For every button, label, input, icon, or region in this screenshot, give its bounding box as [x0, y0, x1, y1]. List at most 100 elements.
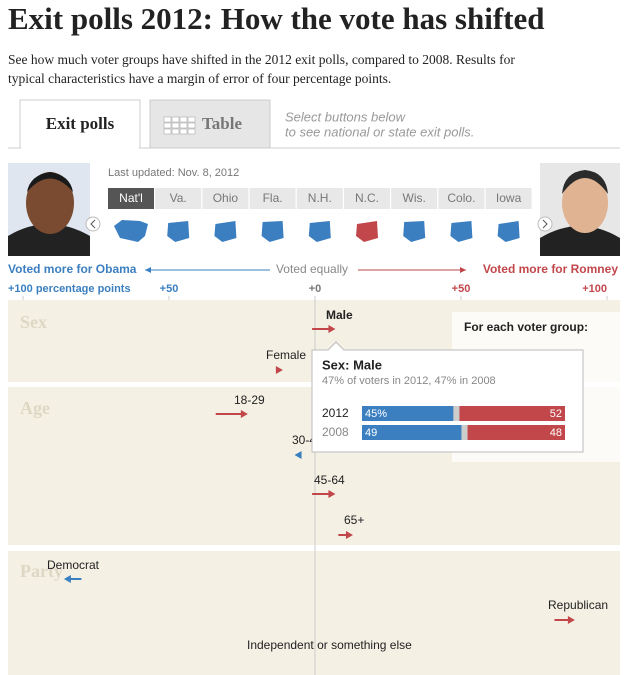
shift-head — [240, 410, 248, 418]
table-icon — [163, 116, 172, 123]
table-icon — [171, 122, 180, 129]
shift-arrow — [63, 575, 82, 583]
section-label: Sex — [20, 312, 47, 332]
state-button[interactable]: Fla. — [249, 188, 296, 242]
state-button-bg — [249, 188, 296, 209]
obama-bar — [362, 425, 462, 440]
state-label: Fla. — [263, 191, 283, 205]
state-map — [403, 221, 426, 242]
state-button[interactable]: Iowa — [485, 188, 532, 242]
table-icon — [179, 128, 188, 135]
romney-bar — [467, 425, 565, 440]
tick-label: +100 — [582, 283, 607, 295]
state-button[interactable]: Va. — [155, 188, 202, 242]
axis-left: Voted more for Obama — [8, 262, 137, 276]
shift-head — [567, 616, 575, 624]
shift-arrow — [312, 325, 336, 333]
last-updated: Last updated: Nov. 8, 2012 — [108, 167, 239, 179]
axis-arrow-head — [460, 267, 466, 273]
prev-button[interactable] — [85, 216, 101, 232]
tick-label: +0 — [309, 283, 322, 295]
shift-arrow — [294, 451, 302, 459]
tooltip: Sex: Male 47% of voters in 2012, 47% in 2… — [311, 341, 584, 453]
state-map — [450, 221, 473, 242]
group-label: Democrat — [47, 558, 100, 572]
romney-value: 48 — [550, 427, 562, 439]
next-button[interactable] — [537, 216, 553, 232]
description: See how much voter groups have shifted i… — [8, 52, 515, 67]
state-button-bg — [108, 188, 154, 209]
obama-photo — [8, 163, 90, 256]
table-icon — [171, 128, 180, 135]
tooltip-title: Sex: Male — [322, 357, 382, 372]
table-icon — [163, 122, 172, 129]
description: typical characteristics have a margin of… — [8, 71, 391, 86]
state-map — [167, 221, 190, 242]
shift-head — [328, 490, 336, 498]
group-label: 45-64 — [314, 473, 345, 487]
state-button[interactable]: N.H. — [296, 188, 343, 242]
tooltip-subtitle: 47% of voters in 2012, 47% in 2008 — [322, 375, 496, 387]
group-label: Male — [326, 308, 353, 322]
state-button[interactable]: Ohio — [202, 188, 249, 242]
group-label: 65+ — [344, 513, 364, 527]
state-map — [356, 221, 378, 242]
axis-right: Voted more for Romney — [483, 262, 618, 276]
tick-label: +50 — [160, 283, 179, 295]
state-button-bg — [202, 188, 249, 209]
section-label: Age — [20, 398, 50, 418]
state-button-bg — [391, 188, 438, 209]
state-button-bg — [485, 188, 532, 209]
table-icon — [179, 122, 188, 129]
shift-arrow — [215, 410, 248, 418]
shift-arrow — [554, 616, 575, 624]
state-label: Colo. — [447, 191, 475, 205]
romney-photo — [540, 163, 620, 256]
table-icon — [187, 128, 196, 135]
obama-bar — [362, 406, 454, 421]
state-button[interactable]: Colo. — [438, 188, 485, 242]
state-button[interactable]: N.C. — [344, 188, 390, 242]
state-button[interactable]: Nat'l — [108, 188, 154, 242]
title: Exit polls 2012: How the vote has shifte… — [8, 1, 545, 36]
section-bg — [8, 551, 620, 675]
state-map — [214, 221, 237, 242]
shift-head — [345, 531, 353, 539]
state-label: N.H. — [308, 191, 332, 205]
state-map — [261, 221, 284, 242]
group-label: 18-29 — [234, 393, 265, 407]
row-year: 2012 — [322, 406, 349, 420]
tab-hint: Select buttons below — [285, 109, 407, 124]
state-button[interactable]: Wis. — [391, 188, 438, 242]
shift-head — [328, 325, 336, 333]
state-label: Va. — [170, 191, 187, 205]
state-map — [308, 221, 331, 242]
axis-arrow-head — [145, 267, 151, 273]
tab-label: Table — [202, 114, 242, 133]
romney-value: 52 — [550, 408, 562, 420]
shift-head — [63, 575, 71, 583]
tab[interactable]: Exit polls — [19, 99, 141, 150]
tab-cover — [21, 146, 139, 150]
group-label: Female — [266, 348, 306, 362]
group-label: Independent or something else — [247, 638, 412, 652]
state-button-bg — [155, 188, 202, 209]
state-button-bg — [296, 188, 343, 209]
table-icon — [179, 116, 188, 123]
group-label: Republican — [548, 598, 608, 612]
shift-arrow — [312, 490, 336, 498]
shift-head — [294, 451, 302, 459]
shift-arrow — [275, 366, 283, 374]
state-label: Iowa — [496, 191, 522, 205]
tooltip-box — [311, 341, 584, 453]
state-label: Ohio — [213, 191, 239, 205]
table-icon — [163, 128, 172, 135]
tab[interactable]: Table — [149, 99, 271, 149]
tab-label: Exit polls — [46, 114, 115, 133]
state-label: N.C. — [355, 191, 379, 205]
section-label: Party — [20, 561, 63, 581]
tab-hint: to see national or state exit polls. — [285, 124, 474, 139]
tick-label: +50 — [452, 283, 471, 295]
state-button-bg — [438, 188, 485, 209]
